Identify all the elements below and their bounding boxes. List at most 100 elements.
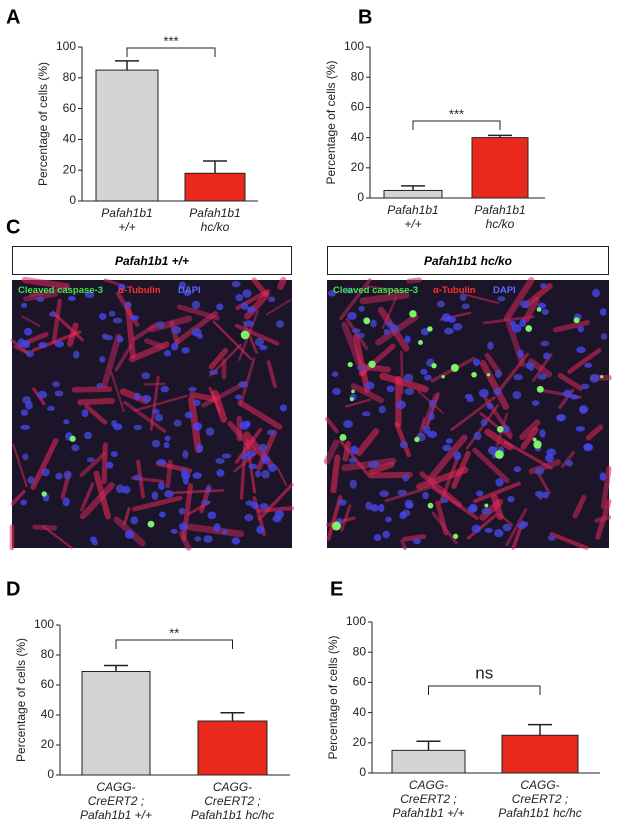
nucleus [170, 343, 179, 351]
significance-label: ** [169, 625, 179, 640]
nucleus [404, 388, 415, 396]
tubulin [466, 513, 497, 540]
nucleus [164, 490, 174, 498]
nucleus [428, 411, 435, 421]
y-tick-label: 100 [346, 614, 366, 628]
tubulin [101, 333, 122, 388]
tubulin [472, 447, 510, 484]
nucleus [453, 451, 462, 461]
significance-label: ns [475, 663, 493, 682]
nucleus [108, 310, 116, 317]
caspase-cell [41, 491, 47, 497]
nucleus [592, 288, 600, 298]
tubulin [560, 450, 576, 469]
nucleus [240, 453, 250, 460]
x-tick-label: Pafah1b1 hc/ko [189, 206, 241, 234]
nucleus [547, 535, 556, 541]
nucleus [343, 420, 353, 429]
tubulin [13, 344, 30, 356]
y-tick-label: 0 [47, 767, 54, 781]
y-tick-label: 60 [353, 675, 367, 689]
nucleus [541, 308, 549, 315]
nucleus [266, 429, 276, 436]
nucleus [163, 349, 172, 357]
caspase-cell [349, 397, 354, 402]
tubulin [585, 424, 604, 441]
nucleus [20, 302, 28, 308]
nucleus [268, 463, 278, 472]
nucleus [261, 470, 270, 479]
nucleus [543, 352, 551, 360]
tubulin [143, 382, 166, 386]
tubulin [394, 421, 411, 458]
nucleus [205, 486, 212, 493]
tubulin [504, 440, 553, 470]
nucleus [183, 290, 192, 297]
y-tick-label: 0 [69, 193, 76, 207]
nucleus [545, 453, 554, 463]
nucleus [261, 455, 271, 464]
nucleus [115, 484, 125, 494]
y-tick-label: 20 [353, 735, 367, 749]
nucleus [20, 409, 29, 416]
nucleus [203, 535, 213, 543]
nucleus [24, 327, 33, 336]
nucleus [495, 478, 504, 487]
nucleus [452, 323, 463, 331]
nucleus [36, 296, 45, 302]
nucleus [528, 362, 535, 371]
nucleus [86, 457, 95, 463]
nucleus [170, 528, 178, 534]
y-tick-label: 20 [351, 160, 365, 174]
nucleus [466, 396, 474, 403]
nucleus [367, 461, 378, 468]
tubulin [342, 440, 351, 462]
tubulin [345, 398, 372, 408]
tubulin [451, 450, 471, 489]
tubulin [211, 389, 228, 423]
nucleus [152, 408, 160, 415]
nucleus [213, 523, 221, 532]
tubulin [350, 383, 384, 404]
tubulin [84, 404, 108, 425]
caspase-cell [486, 373, 491, 377]
nucleus [188, 386, 197, 392]
nucleus [173, 419, 182, 427]
significance-bracket [412, 120, 501, 130]
nucleus [99, 356, 106, 363]
caspase-cell [600, 375, 604, 379]
nucleus [563, 389, 572, 398]
tubulin [80, 482, 95, 512]
tubulin [479, 360, 510, 410]
nucleus [379, 490, 389, 498]
panel-label: E [330, 578, 343, 600]
nucleus [396, 400, 406, 410]
y-tick-label: 40 [353, 705, 367, 719]
nucleus [151, 491, 159, 500]
nucleus [382, 530, 390, 539]
caspase-cell [496, 425, 504, 433]
tubulin [10, 489, 26, 506]
nucleus [487, 341, 494, 350]
nucleus [41, 468, 50, 477]
significance-bracket [115, 639, 233, 649]
tubulin [256, 429, 278, 471]
y-tick-label: 100 [34, 617, 54, 631]
nucleus [331, 371, 339, 377]
nucleus [25, 400, 33, 410]
tubulin [330, 454, 341, 494]
x-tick-label: CAGG- CreERT2 ; Pafah1b1 hc/hc [190, 780, 275, 822]
tubulin [239, 442, 247, 500]
nucleus [105, 461, 114, 469]
nucleus [37, 390, 48, 399]
caspase-cell [368, 360, 376, 368]
nucleus [447, 316, 456, 323]
tubulin [324, 416, 339, 434]
nucleus [25, 350, 34, 358]
caspase-cell [417, 340, 423, 346]
y-axis-label: Percentage of cells (%) [36, 62, 50, 186]
tubulin [29, 286, 70, 297]
nucleus [513, 373, 523, 381]
nucleus [235, 293, 244, 302]
